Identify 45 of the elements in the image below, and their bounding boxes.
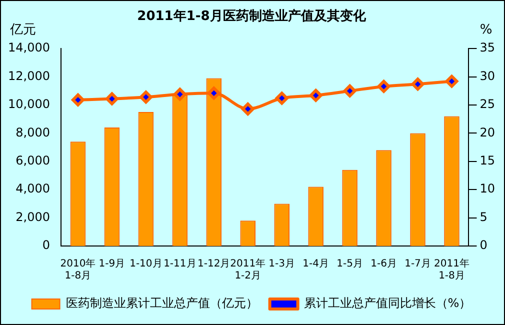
point <box>105 92 118 106</box>
x-tick-label: 2011年 1-8月 <box>434 258 470 282</box>
x-tick-label: 1-6月 <box>370 258 397 270</box>
legend-label: 医药制造业累计工业总产值（亿元） <box>66 296 258 310</box>
point <box>139 90 152 104</box>
y-tick-label: 4,000 <box>16 182 50 196</box>
point <box>411 78 424 91</box>
chart-title: 2011年1-8月医药制造业产值及其变化 <box>137 8 367 24</box>
x-tick-label: 1-10月 <box>130 258 162 270</box>
y2-tick-label: 25 <box>480 97 496 112</box>
x-tick-label: 1-12月 <box>198 258 230 270</box>
x-tick-label: 2011年 1-2月 <box>230 258 266 282</box>
point <box>207 86 220 100</box>
y-tick-label: 6,000 <box>16 154 50 168</box>
y-tick-label: 10,000 <box>8 97 50 112</box>
point <box>71 93 84 106</box>
point <box>343 84 356 98</box>
point <box>445 74 458 88</box>
x-tick-label: 2010年 1-8月 <box>60 258 96 282</box>
y-tick-label: 8,000 <box>16 125 50 140</box>
point <box>241 102 254 116</box>
point <box>173 88 186 101</box>
y2-tick-label: 0 <box>480 238 488 252</box>
y-axis-title: 亿元 <box>9 22 36 38</box>
y2-axis-title: % <box>480 22 492 38</box>
y-tick-label: 0 <box>42 238 50 252</box>
y-tick-label: 2,000 <box>16 210 50 224</box>
y2-tick-label: 20 <box>480 125 496 140</box>
y2-tick-label: 5 <box>480 210 488 224</box>
y2-tick-label: 10 <box>480 182 496 196</box>
x-tick-label: 1-9月 <box>98 258 126 270</box>
point <box>377 80 390 93</box>
y2-tick-label: 30 <box>480 68 496 83</box>
x-tick-label: 1-7月 <box>404 258 431 270</box>
point <box>309 88 322 102</box>
y-tick-label: 12,000 <box>8 68 50 83</box>
x-tick-label: 1-11月 <box>164 258 196 270</box>
x-tick-label: 1-3月 <box>268 258 296 270</box>
x-tick-label: 1-5月 <box>336 258 363 270</box>
y-tick-label: 14,000 <box>8 40 50 55</box>
y2-tick-label: 15 <box>480 154 496 168</box>
legend-label: 累计工业总产值同比增长（%） <box>304 296 472 310</box>
x-tick-label: 1-4月 <box>302 258 329 270</box>
point <box>275 92 288 105</box>
y2-tick-label: 35 <box>480 40 496 55</box>
